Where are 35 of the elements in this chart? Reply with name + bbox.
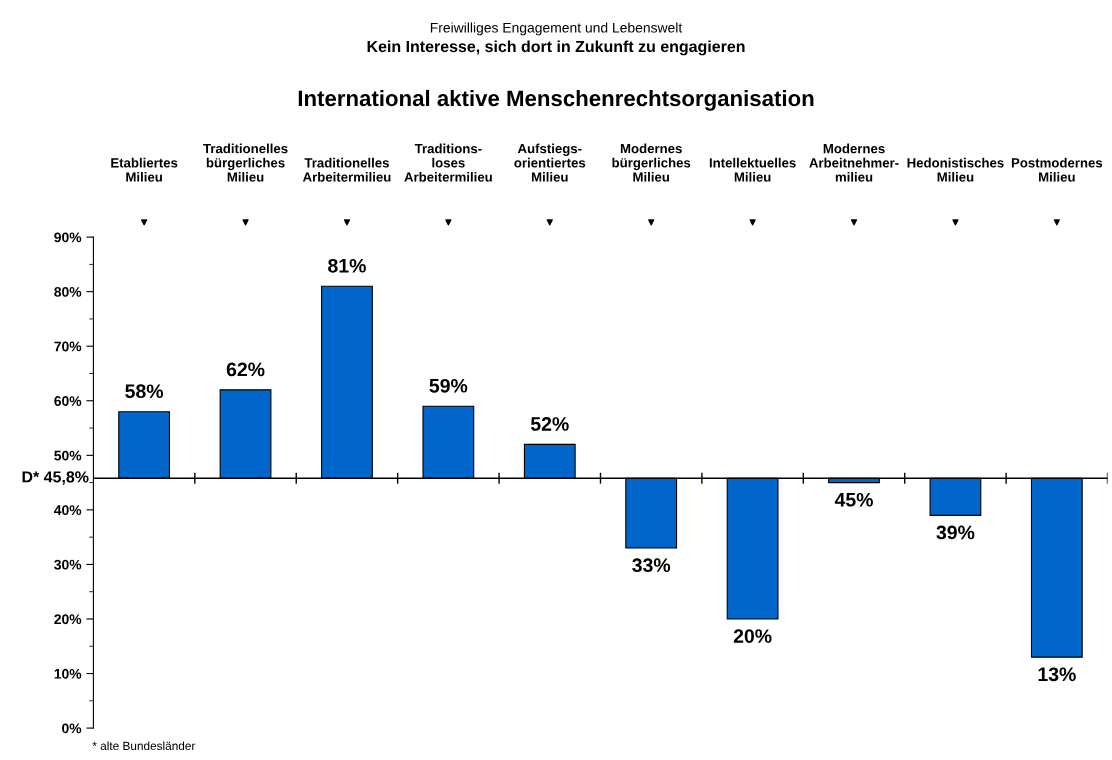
data-label: 58% <box>125 384 164 399</box>
data-label: 13% <box>1038 667 1076 682</box>
data-label: 33% <box>632 558 671 573</box>
x-tick-label: Modernes Arbeitnehmer- milieu <box>809 143 899 182</box>
x-tick-label: Intellektuelles Milieu <box>709 157 796 182</box>
text: Freiwilliges Engagement und Lebenswelt <box>430 22 683 36</box>
data-label: 81% <box>328 258 366 273</box>
data-label: 62% <box>226 362 265 377</box>
x-tick-label: Aufstiegs- orientiertes Milieu <box>514 143 586 182</box>
x-tick-label: Traditionelles Arbeitermilieu <box>302 157 391 182</box>
x-tick-label: Traditionelles bürgerliches Milieu <box>203 143 288 182</box>
y-tick-label: 10% <box>54 668 82 679</box>
chart-title: International aktive Menschenrechtsorganisation <box>298 89 814 111</box>
data-label: 59% <box>429 378 468 393</box>
ref-line-label: D* 45,8% <box>22 471 89 485</box>
x-tick-label: Postmodernes Milieu <box>1011 157 1103 182</box>
chart-subtitle: Kein Interesse, sich dort in Zukunft zu engagieren <box>367 40 745 56</box>
y-tick-label: 40% <box>54 505 82 516</box>
y-tick-label: 80% <box>54 287 82 297</box>
y-tick-label: 20% <box>54 614 82 625</box>
text: * alte Bundesländer <box>92 741 196 751</box>
y-tick-label: 70% <box>54 341 82 352</box>
x-tick-label: Etabliertes Milieu <box>111 157 178 182</box>
y-tick-label: 90% <box>54 232 82 243</box>
y-tick-label: 0% <box>62 723 82 734</box>
x-tick-label: Hedonistisches Milieu <box>907 157 1004 182</box>
x-tick-label: Modernes bürgerliches Milieu <box>612 143 691 182</box>
data-label: 52% <box>530 417 569 431</box>
data-label: 45% <box>834 492 873 507</box>
y-tick-label: 30% <box>54 559 82 570</box>
y-tick-label: 60% <box>54 396 82 406</box>
data-label: 39% <box>936 525 975 540</box>
x-tick-label: Traditions- loses Arbeitermilieu <box>404 143 492 182</box>
data-label: 20% <box>733 629 772 643</box>
y-tick-label: 50% <box>54 450 82 461</box>
